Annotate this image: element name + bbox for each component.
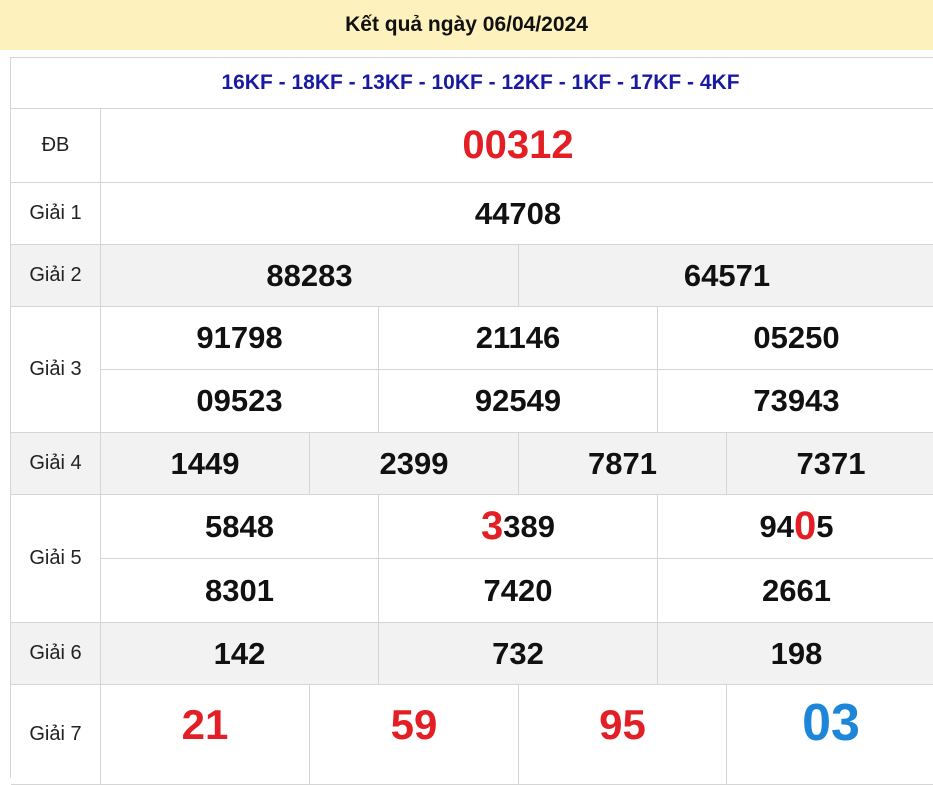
g5-digits-post: 8301 — [205, 572, 274, 608]
g7-number: 21 — [101, 685, 310, 785]
prize-label-g4: Giải 4 — [11, 433, 101, 495]
g3-number: 05250 — [658, 307, 933, 370]
prize-label-g2: Giải 2 — [11, 245, 101, 307]
g5-number: 7420 — [379, 559, 658, 623]
g3-number: 91798 — [101, 307, 379, 370]
g5-number: 3 389 — [379, 495, 658, 559]
g7-number: 59 — [310, 685, 519, 785]
g3-number: 09523 — [101, 370, 379, 433]
g4-number: 2399 — [310, 433, 519, 495]
g5-digits-post: 7420 — [483, 572, 553, 608]
g3-number: 73943 — [658, 370, 933, 433]
g5-digits-hl: 3 — [481, 504, 504, 548]
prize-label-g5: Giải 5 — [11, 495, 101, 623]
g7-number: 03 — [727, 685, 933, 785]
g2-number: 88283 — [101, 245, 519, 307]
g5-digits-post: 5848 — [205, 508, 274, 544]
g3-number: 92549 — [379, 370, 658, 433]
g6-number: 732 — [379, 623, 658, 685]
g4-number: 7871 — [519, 433, 727, 495]
g7-number: 95 — [519, 685, 727, 785]
g5-digits-hl: 0 — [793, 504, 817, 548]
g5-number: 2661 — [658, 559, 933, 623]
result-date-header: Kết quả ngày 06/04/2024 — [0, 0, 933, 50]
g5-digits-post: 5 — [816, 508, 834, 544]
prize-label-g1: Giải 1 — [11, 183, 101, 245]
g5-number: 8301 — [101, 559, 379, 623]
g5-digits-pre: 94 — [759, 508, 794, 544]
prize-label-g3: Giải 3 — [11, 307, 101, 433]
prize-1-number: 44708 — [101, 183, 933, 245]
special-prize-number: 00312 — [101, 109, 933, 183]
prize-label-g6: Giải 6 — [11, 623, 101, 685]
g2-number: 64571 — [519, 245, 933, 307]
g5-number: 5848 — [101, 495, 379, 559]
results-table: 16KF - 18KF - 13KF - 10KF - 12KF - 1KF -… — [10, 57, 933, 785]
prize-label-db: ĐB — [11, 109, 101, 183]
g5-digits-post: 2661 — [762, 572, 831, 608]
prize-label-g7: Giải 7 — [11, 685, 101, 785]
province-codes: 16KF - 18KF - 13KF - 10KF - 12KF - 1KF -… — [11, 58, 933, 109]
g4-number: 7371 — [727, 433, 933, 495]
g5-number: 94 0 5 — [658, 495, 933, 559]
g6-number: 142 — [101, 623, 379, 685]
g5-digits-post: 389 — [503, 508, 555, 544]
g4-number: 1449 — [101, 433, 310, 495]
g6-number: 198 — [658, 623, 933, 685]
g3-number: 21146 — [379, 307, 658, 370]
